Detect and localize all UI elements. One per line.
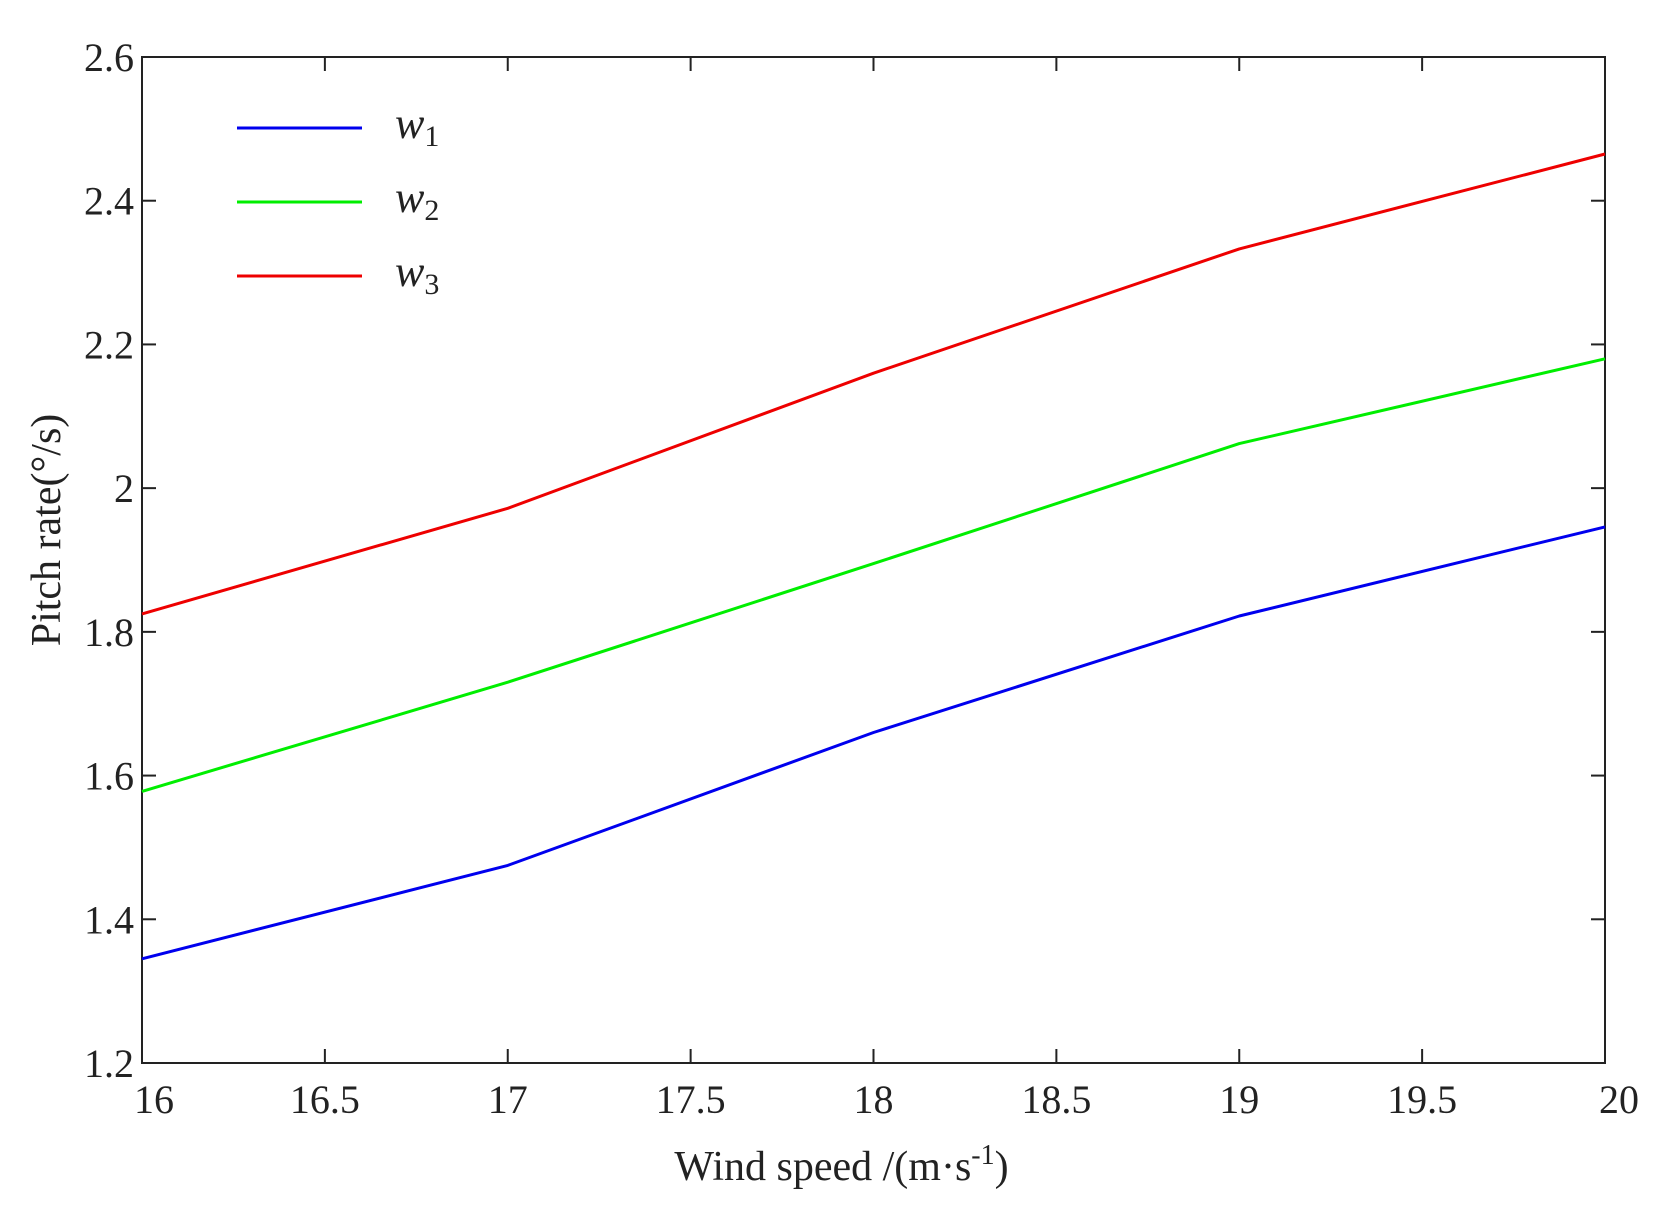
- x-tick-label: 17: [488, 1077, 528, 1122]
- series-line-w3: [141, 152, 1606, 616]
- y-tick-label: 1.8: [84, 610, 134, 655]
- legend-label-w2: w2: [395, 173, 439, 227]
- legend-label-w1: w1: [395, 99, 439, 153]
- y-tick-label: 1.4: [84, 897, 134, 942]
- series-line-w2: [141, 357, 1606, 793]
- y-tick-label: 2.4: [84, 179, 134, 224]
- axis-ticks: 16 16.5 17 17.5 18 18.5 19 19.5 20 1.2 1.4 1.6 1.8 2 2…: [84, 35, 1639, 1122]
- series-layer: [141, 152, 1606, 961]
- x-tick-label: 20: [1599, 1077, 1639, 1122]
- x-tick-label: 19.5: [1387, 1077, 1457, 1122]
- plot-frame: [141, 56, 1606, 1064]
- legend-label-w3: w3: [395, 247, 439, 301]
- y-tick-label: 2.6: [84, 35, 134, 80]
- x-tick-label: 16: [134, 1077, 174, 1122]
- legend: w1 w2 w3: [237, 99, 439, 301]
- plot-area: [141, 56, 1606, 1064]
- x-axis-label: Wind speed /(m·s-1): [674, 1140, 1008, 1190]
- x-tick-label: 18.5: [1021, 1077, 1091, 1122]
- y-tick-label: 1.6: [84, 754, 134, 799]
- axis-labels: Wind speed /(m·s-1) Pitch rate(°/s): [24, 414, 1009, 1190]
- y-tick-label: 2: [114, 466, 134, 511]
- y-tick-label: 2.2: [84, 322, 134, 367]
- x-tick-label: 16.5: [290, 1077, 360, 1122]
- y-axis-label: Pitch rate(°/s): [24, 414, 70, 647]
- x-tick-label: 18: [854, 1077, 894, 1122]
- x-tick-label: 19: [1219, 1077, 1259, 1122]
- y-tick-label: 1.2: [84, 1041, 134, 1086]
- series-line-w1: [141, 525, 1606, 961]
- x-tick-label: 17.5: [656, 1077, 726, 1122]
